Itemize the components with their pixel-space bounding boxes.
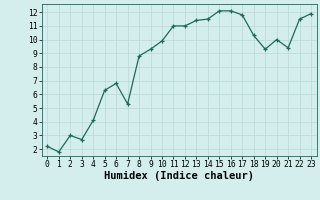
X-axis label: Humidex (Indice chaleur): Humidex (Indice chaleur) [104,171,254,181]
